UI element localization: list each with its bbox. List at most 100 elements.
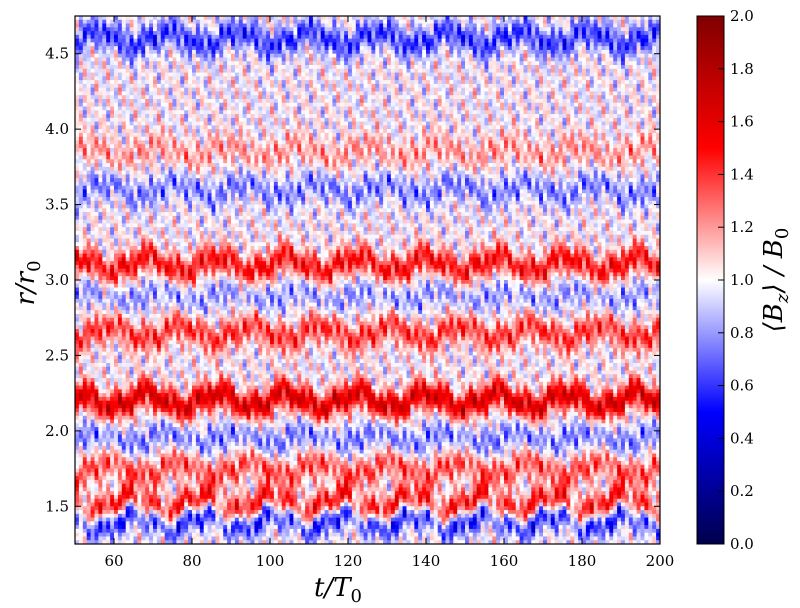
heatmap-cell (270, 68, 275, 74)
heatmap-cell (121, 95, 127, 100)
heatmap-cell (539, 65, 544, 70)
heatmap-cell (414, 38, 419, 43)
heatmap-cell (445, 19, 450, 25)
heatmap-cell (254, 68, 259, 74)
heatmap-cell (527, 31, 532, 36)
heatmap-cell (344, 42, 349, 47)
heatmap-cell (640, 76, 645, 81)
heatmap-cell (628, 102, 634, 108)
heatmap-cell (234, 57, 240, 62)
heatmap-cell (145, 98, 150, 104)
heatmap-cell (184, 68, 189, 74)
heatmap-cell (215, 23, 220, 28)
heatmap-cell (648, 114, 653, 119)
heatmap-cell (628, 83, 634, 89)
heatmap-cell (644, 76, 649, 81)
heatmap-cell (223, 91, 228, 96)
heatmap-cell (441, 95, 447, 100)
heatmap-cell (441, 102, 447, 108)
heatmap-cell (242, 19, 248, 25)
heatmap-cell (636, 95, 642, 100)
heatmap-cell (379, 98, 384, 104)
heatmap-cell (387, 19, 392, 25)
heatmap-cell (488, 136, 493, 142)
heatmap-cell (246, 42, 252, 47)
heatmap-cell (656, 121, 660, 126)
heatmap-cell (312, 65, 318, 70)
heatmap-cell (90, 42, 96, 47)
heatmap-cell (254, 72, 259, 77)
heatmap-cell (441, 34, 447, 40)
heatmap-cell (535, 136, 540, 142)
heatmap-cell (78, 49, 84, 55)
heatmap-cell (145, 91, 150, 96)
heatmap-cell (570, 42, 575, 47)
heatmap-cell (367, 129, 372, 134)
heatmap-cell (86, 46, 92, 51)
heatmap-cell (328, 27, 333, 32)
heatmap-cell (429, 102, 435, 108)
heatmap-cell (223, 72, 228, 77)
heatmap-cell (355, 27, 361, 32)
heatmap-cell (461, 65, 466, 70)
heatmap-cell (539, 23, 544, 28)
heatmap-cell (472, 31, 478, 36)
heatmap-cell (180, 23, 185, 28)
heatmap-cell (94, 23, 99, 28)
heatmap-cell (86, 83, 92, 89)
heatmap-cell (652, 42, 657, 47)
heatmap-cell (227, 87, 232, 93)
heatmap-cell (117, 23, 123, 28)
heatmap-cell (562, 65, 567, 70)
heatmap-cell (94, 72, 99, 77)
heatmap-cell (648, 34, 653, 40)
heatmap-cell (441, 68, 447, 74)
heatmap-cell (507, 91, 513, 96)
heatmap-cell (429, 72, 435, 77)
heatmap-cell (324, 49, 330, 55)
heatmap-cell (344, 72, 349, 77)
heatmap-cell (527, 98, 532, 104)
heatmap-cell (192, 16, 197, 21)
heatmap-cell (624, 42, 630, 47)
heatmap-cell (121, 42, 127, 47)
heatmap-cell (554, 19, 560, 25)
heatmap-cell (621, 49, 626, 55)
heatmap-cell (562, 117, 567, 123)
heatmap-cell (363, 23, 369, 28)
heatmap-cell (266, 34, 271, 40)
heatmap-cell (605, 38, 610, 43)
heatmap-cell (195, 27, 201, 32)
heatmap-cell (153, 49, 158, 55)
heatmap-cell (613, 72, 618, 77)
heatmap-cell (476, 106, 482, 111)
heatmap-cell (515, 72, 521, 77)
heatmap-cell (215, 38, 220, 43)
heatmap-cell (398, 114, 404, 119)
heatmap-cell (285, 106, 291, 111)
heatmap-cell (387, 57, 392, 62)
heatmap-cell (328, 31, 333, 36)
heatmap-cell (527, 95, 532, 100)
heatmap-cell (106, 121, 111, 126)
heatmap-cell (168, 95, 174, 100)
heatmap-cell (312, 49, 318, 55)
heatmap-cell (644, 91, 649, 96)
heatmap-cell (468, 34, 474, 40)
heatmap-cell (605, 132, 610, 138)
heatmap-cell (98, 19, 103, 25)
heatmap-cell (277, 72, 283, 77)
heatmap-cell (262, 80, 267, 85)
heatmap-cell (398, 23, 404, 28)
heatmap-cell (94, 129, 99, 134)
heatmap-cell (465, 65, 470, 70)
heatmap-cell (297, 38, 302, 43)
heatmap-cell (617, 57, 622, 62)
heatmap-cell (184, 61, 189, 66)
heatmap-cell (129, 95, 135, 100)
heatmap-cell (293, 132, 298, 138)
heatmap-cell (172, 27, 177, 32)
heatmap-cell (507, 19, 513, 25)
heatmap-cell (383, 23, 388, 28)
heatmap-cell (195, 68, 201, 74)
